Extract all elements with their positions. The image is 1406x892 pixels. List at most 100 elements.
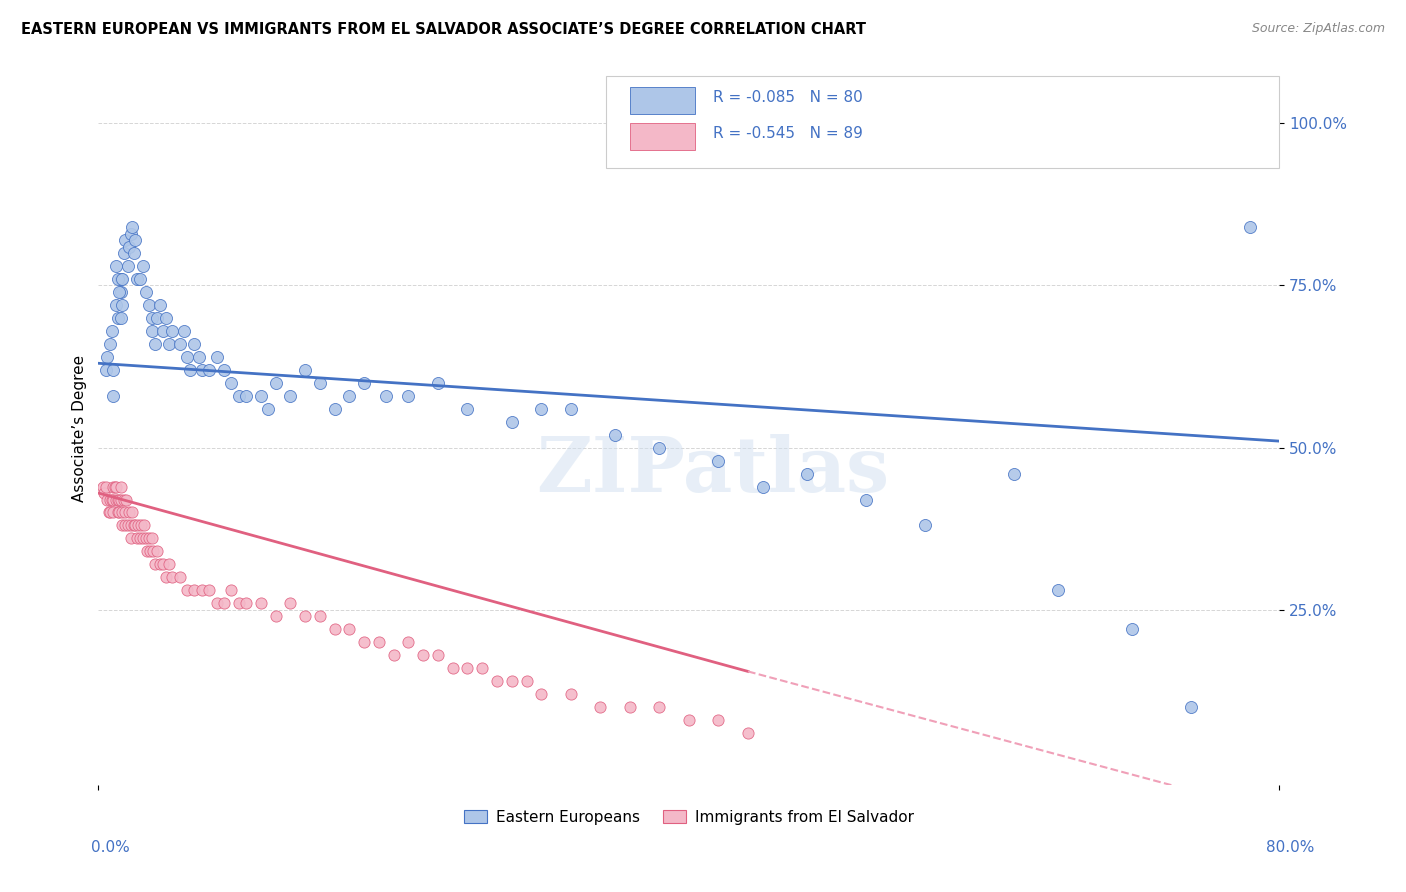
- Point: [105, 479, 128, 493]
- Y-axis label: Associate’s Degree: Associate’s Degree: [72, 355, 87, 501]
- Point: [149, 298, 172, 312]
- Point: [111, 518, 134, 533]
- Point: [737, 726, 759, 740]
- Point: [118, 506, 141, 520]
- Point: [146, 544, 169, 558]
- Point: [103, 479, 125, 493]
- Point: [198, 583, 221, 598]
- Point: [122, 518, 145, 533]
- Point: [143, 336, 166, 351]
- Point: [501, 415, 523, 429]
- Point: [228, 596, 250, 610]
- Point: [427, 648, 450, 663]
- Text: EASTERN EUROPEAN VS IMMIGRANTS FROM EL SALVADOR ASSOCIATE’S DEGREE CORRELATION C: EASTERN EUROPEAN VS IMMIGRANTS FROM EL S…: [21, 22, 866, 37]
- Point: [138, 298, 160, 312]
- Point: [96, 350, 118, 364]
- Point: [294, 609, 316, 624]
- Point: [457, 661, 479, 675]
- Point: [98, 336, 121, 351]
- Point: [191, 363, 214, 377]
- Point: [108, 506, 131, 520]
- Point: [114, 518, 136, 533]
- Point: [678, 713, 700, 727]
- Point: [122, 246, 145, 260]
- Point: [205, 596, 228, 610]
- Legend: Eastern Europeans, Immigrants from El Salvador: Eastern Europeans, Immigrants from El Sa…: [458, 804, 920, 830]
- Point: [91, 479, 114, 493]
- Point: [228, 389, 250, 403]
- Point: [589, 700, 612, 714]
- Point: [97, 506, 120, 520]
- Point: [353, 376, 375, 390]
- Point: [169, 570, 191, 584]
- Point: [212, 596, 235, 610]
- Point: [183, 583, 205, 598]
- Point: [100, 324, 122, 338]
- Point: [128, 272, 150, 286]
- Point: [309, 609, 332, 624]
- Point: [139, 544, 162, 558]
- Point: [501, 674, 523, 689]
- Point: [368, 635, 391, 649]
- Point: [183, 336, 205, 351]
- Text: ZIPatlas: ZIPatlas: [536, 434, 889, 508]
- Text: R = -0.085   N = 80: R = -0.085 N = 80: [713, 90, 862, 105]
- Point: [135, 285, 157, 299]
- Point: [110, 492, 132, 507]
- Point: [157, 558, 180, 572]
- Point: [375, 389, 398, 403]
- Point: [111, 272, 134, 286]
- Point: [796, 467, 818, 481]
- Point: [205, 350, 228, 364]
- FancyBboxPatch shape: [630, 123, 695, 150]
- Point: [353, 635, 375, 649]
- Point: [111, 506, 134, 520]
- Point: [1046, 583, 1070, 598]
- Point: [110, 479, 132, 493]
- Point: [143, 558, 166, 572]
- Point: [135, 532, 157, 546]
- Point: [105, 492, 128, 507]
- Point: [235, 389, 257, 403]
- Point: [605, 427, 627, 442]
- Text: R = -0.545   N = 89: R = -0.545 N = 89: [713, 126, 862, 141]
- Point: [1121, 622, 1143, 636]
- Point: [107, 272, 129, 286]
- Point: [115, 492, 138, 507]
- Point: [280, 596, 302, 610]
- FancyBboxPatch shape: [630, 87, 695, 114]
- Point: [96, 492, 118, 507]
- Point: [103, 389, 125, 403]
- Point: [1002, 467, 1025, 481]
- Point: [257, 401, 280, 416]
- Point: [114, 506, 136, 520]
- Point: [221, 376, 243, 390]
- Point: [117, 259, 139, 273]
- Point: [105, 259, 128, 273]
- Point: [105, 298, 128, 312]
- Point: [179, 363, 201, 377]
- Point: [111, 298, 134, 312]
- Point: [855, 492, 877, 507]
- Point: [707, 453, 730, 467]
- Point: [120, 532, 142, 546]
- Point: [309, 376, 332, 390]
- Point: [619, 700, 641, 714]
- Point: [212, 363, 235, 377]
- Point: [752, 479, 775, 493]
- Point: [141, 532, 163, 546]
- Point: [250, 596, 273, 610]
- Point: [152, 324, 174, 338]
- Point: [103, 506, 125, 520]
- Point: [530, 687, 553, 701]
- Point: [103, 363, 125, 377]
- Point: [162, 570, 183, 584]
- Point: [914, 518, 936, 533]
- Point: [1180, 700, 1202, 714]
- Point: [107, 310, 129, 325]
- Point: [114, 233, 136, 247]
- Point: [155, 570, 177, 584]
- Point: [125, 532, 148, 546]
- Point: [117, 518, 139, 533]
- Point: [112, 492, 135, 507]
